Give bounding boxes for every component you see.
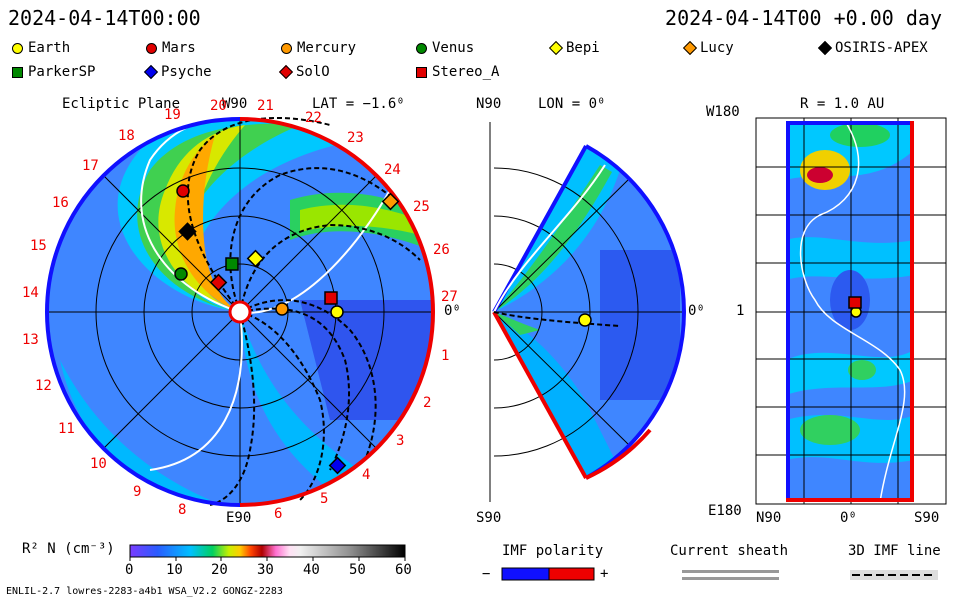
- bepi-marker: [246, 249, 265, 268]
- meridional-lon-label: LON = 0⁰: [538, 96, 606, 112]
- legend-solo: SolO: [278, 64, 330, 80]
- elapsed-time-label: 2024-04-14T00 +0.00 day: [665, 6, 942, 30]
- sector-10: 10: [90, 456, 107, 472]
- synoptic-bottom-label: E180: [708, 503, 742, 519]
- legend-osiris-apex: OSIRIS-APEX: [817, 40, 928, 56]
- sector-2: 2: [423, 395, 432, 411]
- earth-marker-meridional: [578, 313, 592, 327]
- sector-22: 22: [305, 110, 322, 126]
- sector-23: 23: [347, 130, 364, 146]
- synoptic-x-left: N90: [756, 510, 782, 526]
- colorbar-tick-40: 40: [303, 562, 320, 578]
- sector-25: 25: [413, 199, 430, 215]
- model-info-footer: ENLIL-2.7 lowres-2283-a4b1 WSA_V2.2 GONG…: [6, 586, 283, 597]
- sector-27: 27: [441, 289, 458, 305]
- meridional-bottom-label: S90: [476, 510, 502, 526]
- lucy-marker: [381, 192, 400, 211]
- sector-8: 8: [178, 502, 187, 518]
- colorbar-tick-60: 60: [395, 562, 412, 578]
- legend-lucy: Lucy: [682, 40, 734, 56]
- colorbar-tick-30: 30: [257, 562, 274, 578]
- colorbar-tick-0: 0: [125, 562, 134, 578]
- imf-polarity-title: IMF polarity: [502, 543, 604, 559]
- colorbar-tick-20: 20: [211, 562, 228, 578]
- legend-parkersp: ParkerSP: [12, 64, 95, 80]
- parkersp-square-icon: [12, 66, 23, 78]
- osiris-apex-marker: [178, 222, 197, 241]
- synoptic-title: R = 1.0 AU: [800, 96, 885, 112]
- ecliptic-bottom-label: E90: [226, 510, 252, 526]
- stereo-a-marker-synoptic: [848, 296, 862, 309]
- sector-26: 26: [433, 242, 450, 258]
- legend-earth: Earth: [12, 40, 70, 56]
- psyche-marker: [328, 456, 347, 475]
- sector-6: 6: [274, 506, 283, 522]
- sector-13: 13: [22, 332, 39, 348]
- sector-19: 19: [164, 107, 181, 123]
- imf3d-title: 3D IMF line: [848, 543, 941, 559]
- synoptic-top-label: W180: [706, 104, 740, 120]
- legend-venus: Venus: [416, 40, 474, 56]
- ecliptic-title: Ecliptic Plane: [62, 96, 181, 112]
- colorbar-tick-10: 10: [166, 562, 183, 578]
- sector-24: 24: [384, 162, 401, 178]
- sector-5: 5: [320, 491, 329, 507]
- meridional-plane-panel: [489, 122, 686, 502]
- synoptic-map-panel: [755, 117, 947, 505]
- imf-plus-label: +: [600, 566, 609, 582]
- sector-15: 15: [30, 238, 47, 254]
- colorbar-tick-50: 50: [349, 562, 366, 578]
- synoptic-x-right: S90: [914, 510, 940, 526]
- sector-18: 18: [118, 128, 135, 144]
- parkersp-marker: [225, 257, 239, 271]
- solo-marker: [209, 273, 228, 292]
- sector-16: 16: [52, 195, 69, 211]
- sector-20: 20: [210, 98, 227, 114]
- mercury-circle-icon: [281, 42, 292, 54]
- synoptic-mid-label: 1: [736, 303, 745, 319]
- sector-3: 3: [396, 433, 405, 449]
- sector-9: 9: [133, 484, 142, 500]
- mars-marker: [176, 184, 190, 198]
- density-colorbar: [129, 544, 406, 558]
- ecliptic-lat-label: LAT = −1.6⁰: [312, 96, 405, 112]
- sector-1: 1: [441, 348, 450, 364]
- legend-psyche: Psyche: [143, 64, 212, 80]
- mercury-marker: [275, 302, 289, 316]
- sun-icon: [228, 300, 252, 324]
- imf-minus-label: −: [482, 566, 491, 582]
- ecliptic-top-label: W90: [222, 96, 248, 112]
- sector-12: 12: [35, 378, 52, 394]
- stereo-a-marker: [324, 291, 338, 305]
- legend-mars: Mars: [146, 40, 196, 56]
- synoptic-x-mid: 0⁰: [840, 510, 857, 526]
- imf-negative-swatch: [501, 567, 550, 581]
- legend-mercury: Mercury: [281, 40, 356, 56]
- meridional-right-label: 0⁰: [688, 303, 705, 319]
- sector-4: 4: [362, 467, 371, 483]
- legend-stereo-a: Stereo_A: [416, 64, 499, 80]
- stereo-a-square-icon: [416, 66, 427, 78]
- venus-circle-icon: [416, 42, 427, 54]
- ecliptic-right-label: 0⁰: [444, 303, 461, 319]
- meridional-top-label: N90: [476, 96, 502, 112]
- mars-circle-icon: [146, 42, 157, 54]
- sector-21: 21: [257, 98, 274, 114]
- legend-bepi: Bepi: [548, 40, 600, 56]
- sector-14: 14: [22, 285, 39, 301]
- imf-positive-swatch: [548, 567, 595, 581]
- sector-11: 11: [58, 421, 75, 437]
- current-sheath-line-1: [682, 570, 779, 573]
- current-sheath-title: Current sheath: [670, 543, 789, 559]
- timestamp-title: 2024-04-14T00:00: [8, 6, 201, 30]
- earth-circle-icon: [12, 42, 23, 54]
- sector-17: 17: [82, 158, 99, 174]
- colorbar-label: R² N (cm⁻³): [22, 541, 115, 557]
- ecliptic-plane-panel: [45, 116, 435, 507]
- earth-marker: [330, 305, 344, 319]
- venus-marker: [174, 267, 188, 281]
- current-sheath-line-2: [682, 577, 779, 580]
